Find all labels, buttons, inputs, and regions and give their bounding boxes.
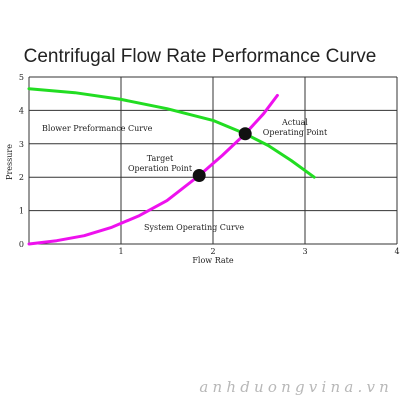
x-tick-label: 4: [394, 247, 399, 256]
system-operating-curve: [27, 93, 279, 246]
watermark: anhduongvina.vn: [199, 378, 393, 396]
operating-points: [192, 127, 252, 183]
actual-operating-point: [238, 127, 252, 141]
tick-labels: 1 2 3 4 0 1 2 3 4 5: [19, 73, 400, 256]
y-tick-label: 3: [19, 140, 24, 149]
curves: [27, 87, 316, 246]
x-tick-label: 1: [118, 247, 123, 256]
actual-point-label-line1: Actual: [281, 118, 308, 127]
x-tick-label: 3: [302, 247, 307, 256]
blower-performance-curve: [27, 87, 316, 179]
target-operation-point: [192, 169, 206, 183]
blower-curve-label: Blower Preformance Curve: [42, 124, 153, 133]
x-tick-label: 2: [210, 247, 215, 256]
system-curve-label: System Operating Curve: [144, 223, 244, 232]
y-tick-label: 5: [19, 73, 24, 82]
y-tick-label: 2: [19, 173, 24, 182]
grid: [28, 76, 398, 245]
y-tick-label: 4: [19, 106, 24, 115]
y-tick-label: 1: [19, 207, 24, 216]
y-tick-label: 0: [19, 240, 24, 249]
x-axis-label: Flow Rate: [192, 256, 234, 265]
actual-point-label-line2: Operating Point: [263, 128, 328, 137]
target-point-label-line1: Target: [147, 154, 174, 163]
chart-title: Centrifugal Flow Rate Performance Curve: [24, 46, 377, 67]
y-axis-label: Pressure: [5, 144, 14, 180]
target-point-label-line2: Operation Point: [128, 164, 193, 173]
